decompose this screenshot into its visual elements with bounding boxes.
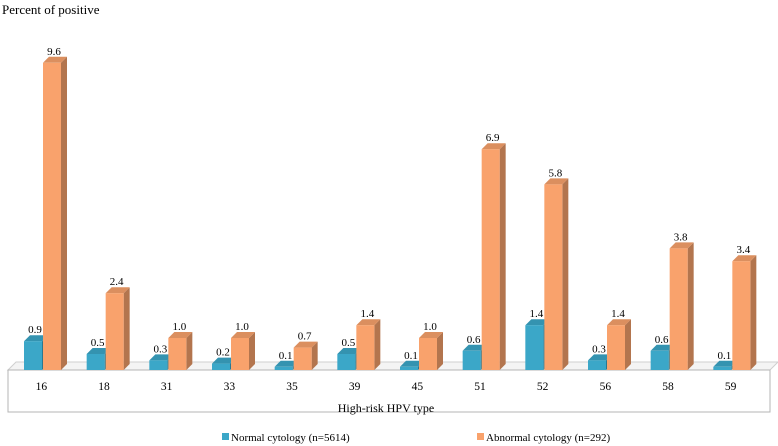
data-labels: 0.9 9.6 0.5 2.4 0.3 1.0 0.2 1.0 0.1 0.7 0.5 1.4 0.1 1… [28,46,751,362]
data-label: 0.1 [717,350,731,362]
x-tick-label: 31 [161,381,173,393]
data-label: 0.2 [216,347,230,359]
bar-abnormal [105,287,130,370]
data-label: 0.6 [467,334,481,346]
x-tick-label: 58 [662,381,674,393]
legend-swatch-abnormal [477,433,484,440]
bars [24,56,757,371]
bar-abnormal [293,341,318,370]
data-label: 6.9 [486,132,500,144]
bar-abnormal [544,178,569,370]
data-label: 0.1 [404,350,418,362]
data-label: 1.4 [360,308,374,320]
bar-abnormal [43,56,67,371]
bar-abnormal [669,242,694,370]
bar-abnormal [231,332,255,370]
bar-abnormal [481,143,506,370]
x-tick-label: 35 [286,381,298,393]
bar-abnormal [607,319,631,370]
x-tick-label: 56 [600,381,612,393]
data-label: 1.0 [172,321,186,333]
data-label: 5.8 [548,167,562,179]
data-label: 1.4 [529,308,543,320]
x-tick-label: 33 [224,381,236,393]
bar-abnormal [168,332,193,370]
data-label: 1.4 [611,308,625,320]
y-axis-label: Percent of positive [2,2,100,17]
x-tick-label: 39 [349,381,361,393]
data-label: 3.8 [674,231,688,243]
legend-swatch-normal [222,433,229,440]
legend: Normal cytology (n=5614) Abnormal cytolo… [222,432,610,444]
data-label: 0.5 [91,337,105,349]
chart-floor [6,361,778,413]
data-label: 1.0 [235,321,249,333]
floor-front [7,369,771,413]
data-label: 0.3 [592,343,606,355]
x-tick-label: 51 [474,381,486,393]
bar-abnormal [732,255,757,370]
x-tick-label: 45 [412,381,424,393]
x-tick-labels: 16 18 31 33 35 39 45 51 52 56 58 59 [36,381,737,393]
x-tick-label: 16 [36,381,48,393]
data-label: 0.3 [153,343,167,355]
data-label: 3.4 [736,244,750,256]
x-tick-label: 59 [725,381,737,393]
data-label: 0.5 [341,337,355,349]
bar-abnormal [419,332,443,370]
data-label: 0.1 [279,350,293,362]
x-axis-label: High-risk HPV type [338,401,434,415]
data-label: 1.0 [423,321,437,333]
legend-label-normal: Normal cytology (n=5614) [231,432,350,444]
bar-abnormal [356,319,381,370]
x-tick-label: 18 [98,381,110,393]
data-label: 0.6 [655,334,669,346]
data-label: 2.4 [110,276,124,288]
legend-label-abnormal: Abnormal cytology (n=292) [486,432,610,444]
data-label: 0.9 [28,324,42,336]
data-label: 0.7 [298,331,312,343]
x-tick-label: 52 [537,381,549,393]
data-label: 9.6 [47,46,61,58]
